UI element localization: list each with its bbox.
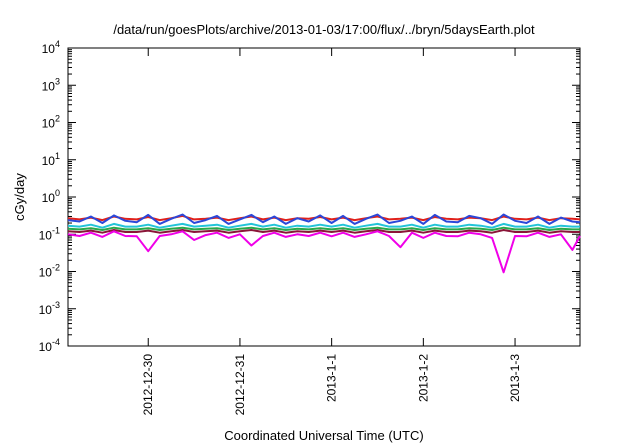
x-tick-label: 2013-1-3 <box>508 354 522 402</box>
y-tick-exponent: 4 <box>55 39 60 49</box>
y-tick-exponent: -1 <box>52 225 60 235</box>
y-tick-exponent: 2 <box>55 114 60 124</box>
series-line <box>67 213 581 225</box>
x-axis-label: Coordinated Universal Time (UTC) <box>224 428 423 443</box>
y-tick-label: 10-1 <box>39 225 60 242</box>
series-layer <box>67 213 581 274</box>
y-tick-exponent: 1 <box>55 151 60 161</box>
y-tick-exponent: -3 <box>52 300 60 310</box>
y-tick-label: 104 <box>42 39 60 56</box>
plot-frame <box>67 47 581 347</box>
y-tick-label: 102 <box>42 114 60 131</box>
chart-title: /data/run/goesPlots/archive/2013-01-03/1… <box>113 22 535 37</box>
series-line <box>67 229 580 234</box>
y-tick-exponent: -2 <box>52 263 60 273</box>
y-axis-label: cGy/day <box>12 173 27 221</box>
x-axis: 2012-12-30 2012-12-31 2013-1-1 2013-1-2 2013… <box>141 48 522 415</box>
x-tick-label: 2013-1-2 <box>416 354 430 402</box>
y-tick-label: 10-2 <box>39 263 60 280</box>
y-tick-label: 103 <box>42 76 60 93</box>
series-line <box>67 222 580 229</box>
y-tick-label: 10-3 <box>39 300 60 317</box>
x-tick-label: 2012-12-30 <box>141 354 155 416</box>
y-tick-exponent: -4 <box>52 337 60 347</box>
y-tick-label: 101 <box>42 151 60 168</box>
x-tick-label: 2013-1-1 <box>325 354 339 402</box>
y-tick-label: 10-4 <box>39 337 60 354</box>
y-tick-exponent: 3 <box>55 76 60 86</box>
series-line <box>67 226 580 231</box>
y-tick-label: 100 <box>42 188 60 205</box>
series-line <box>67 230 581 274</box>
x-tick-label: 2012-12-31 <box>233 354 247 416</box>
y-tick-exponent: 0 <box>55 188 60 198</box>
